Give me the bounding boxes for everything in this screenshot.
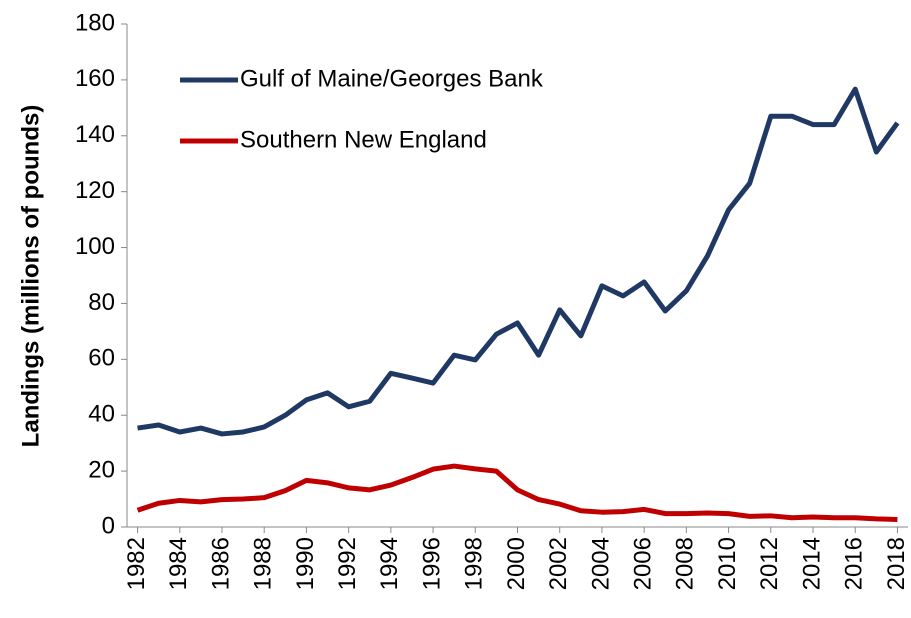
- y-tick-label: 40: [88, 401, 115, 428]
- series-line: [136, 463, 898, 522]
- x-tick-label: 1992: [334, 537, 361, 590]
- y-axis-label: Landings (millions of pounds): [17, 105, 44, 448]
- y-tick-label: 140: [75, 121, 115, 148]
- legend-label: Southern New England: [240, 126, 487, 153]
- y-tick-label: 0: [102, 512, 115, 539]
- y-tick-label: 100: [75, 233, 115, 260]
- x-tick-label: 1998: [461, 537, 488, 590]
- x-tick-label: 2000: [503, 537, 530, 590]
- x-tick-label: 2016: [841, 537, 868, 590]
- x-tick-label: 2006: [629, 537, 656, 590]
- x-tick-label: 2012: [756, 537, 783, 590]
- x-tick-label: 2014: [798, 537, 825, 590]
- x-tick-label: 1996: [418, 537, 445, 590]
- x-tick-label: 2004: [587, 537, 614, 590]
- x-tick-label: 1990: [292, 537, 319, 590]
- x-tick-label: 2018: [883, 537, 910, 590]
- x-tick-label: 1994: [376, 537, 403, 590]
- y-tick-label: 120: [75, 177, 115, 204]
- y-tick-label: 60: [88, 345, 115, 372]
- x-tick-label: 1986: [207, 537, 234, 590]
- x-tick-label: 2010: [714, 537, 741, 590]
- y-tick-label: 20: [88, 456, 115, 483]
- series-line: [137, 86, 900, 437]
- x-tick-label: 2002: [545, 537, 572, 590]
- x-tick-label: 1982: [123, 537, 150, 590]
- x-tick-label: 2008: [672, 537, 699, 590]
- y-tick-label: 160: [75, 65, 115, 92]
- legend-label: Gulf of Maine/Georges Bank: [240, 65, 544, 92]
- x-tick-label: 1984: [165, 537, 192, 590]
- x-tick-label: 1988: [250, 537, 277, 590]
- y-tick-label: 80: [88, 289, 115, 316]
- y-tick-label: 180: [75, 9, 115, 36]
